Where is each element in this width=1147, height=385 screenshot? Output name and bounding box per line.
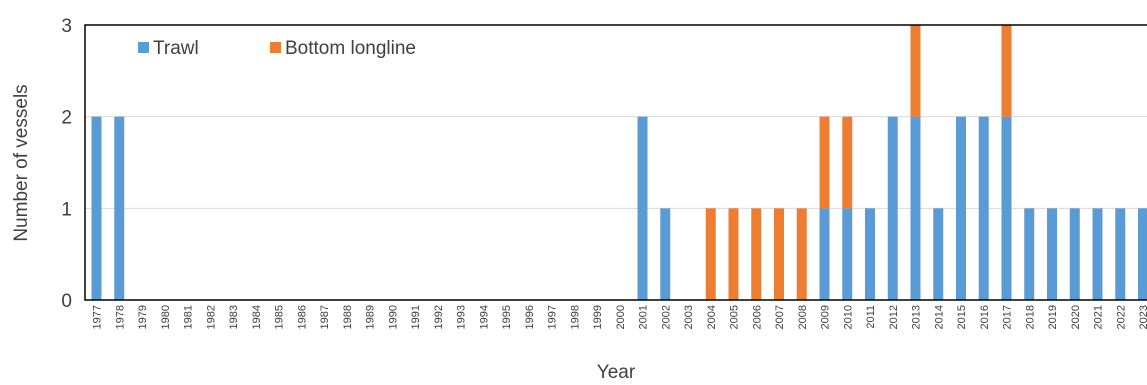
bar-trawl-2023	[1138, 208, 1147, 300]
x-tick-label: 1992	[433, 305, 445, 329]
bar-trawl-2020	[1069, 208, 1080, 300]
x-tick-label: 2022	[1115, 305, 1127, 329]
bar-bottom-longline-2017	[1001, 25, 1012, 117]
bar-trawl-2021	[1092, 208, 1103, 300]
bar-trawl-2016	[978, 116, 989, 301]
x-tick-label: 1991	[410, 305, 422, 329]
x-tick-label: 1979	[137, 305, 149, 329]
x-tick-label: 2012	[888, 305, 900, 329]
legend-swatch	[270, 42, 281, 53]
x-tick-labels: 1977 1978 1979 1980 1981 1982 1983 1984 1985 1986…	[92, 305, 1147, 329]
x-tick-label: 1985	[274, 305, 286, 329]
x-tick-label: 2014	[933, 305, 945, 329]
x-tick-label: 2006	[751, 305, 763, 329]
x-tick-label: 2002	[660, 305, 672, 329]
bar-trawl-2019	[1047, 208, 1057, 300]
bar-bottom-longline-2013	[910, 25, 921, 117]
bar-trawl-2013	[910, 116, 921, 301]
x-tick-label: 2001	[638, 305, 650, 329]
x-tick-label: 2021	[1093, 305, 1105, 329]
bar-trawl-2002	[660, 208, 671, 300]
x-axis-title: Year	[597, 362, 636, 383]
x-tick-label: 1982	[205, 305, 217, 329]
bar-trawl-2012	[887, 116, 898, 301]
bar-trawl-2015	[956, 116, 966, 301]
bar-trawl-2022	[1115, 208, 1126, 300]
x-tick-label: 1995	[501, 305, 513, 329]
bar-trawl-2001	[637, 116, 648, 301]
x-tick-label: 2008	[797, 305, 809, 329]
bar-bottom-longline-2008	[796, 208, 807, 300]
x-tick-label: 2010	[842, 305, 854, 329]
bar-trawl-2009	[819, 208, 830, 300]
legend-label: Bottom longline	[285, 38, 416, 59]
bar-bottom-longline-2007	[774, 208, 784, 300]
x-tick-label: 2000	[615, 305, 627, 329]
x-tick-label: 1993	[456, 305, 468, 329]
bar-bottom-longline-2005	[728, 208, 739, 300]
x-tick-label: 1996	[524, 305, 536, 329]
bar-trawl-2017	[1001, 116, 1012, 301]
x-tick-label: 2016	[979, 305, 991, 329]
bars	[91, 25, 1147, 301]
x-tick-label: 2009	[820, 305, 832, 329]
x-tick-label: 1994	[478, 305, 490, 329]
x-tick-label: 1980	[160, 305, 172, 329]
x-tick-label: 2015	[956, 305, 968, 329]
bar-bottom-longline-2006	[751, 208, 762, 300]
bar-bottom-longline-2010	[842, 116, 853, 209]
x-tick-label: 2023	[1138, 305, 1147, 329]
legend-swatch	[138, 42, 149, 53]
bar-trawl-2011	[865, 208, 875, 300]
x-tick-label: 1986	[296, 305, 308, 329]
plot-frame	[84, 24, 1147, 301]
x-tick-label: 1988	[342, 305, 354, 329]
legend-label: Trawl	[153, 38, 199, 59]
x-tick-label: 2007	[774, 305, 786, 329]
bar-trawl-2018	[1024, 208, 1035, 300]
x-tick-label: 1989	[365, 305, 377, 329]
gridlines	[85, 116, 1147, 209]
y-axis-title: Number of vessels	[11, 84, 32, 241]
x-tick-label: 2018	[1024, 305, 1036, 329]
x-tick-label: 1997	[547, 305, 559, 329]
x-tick-label: 1977	[92, 305, 104, 329]
x-tick-label: 1983	[228, 305, 240, 329]
bar-bottom-longline-2004	[705, 208, 716, 300]
x-tick-label: 2005	[729, 305, 741, 329]
legend: Trawl Bottom longline	[138, 38, 416, 59]
x-tick-label: 2003	[683, 305, 695, 329]
x-tick-label: 2004	[706, 305, 718, 329]
y-tick-label: 2	[61, 108, 72, 129]
x-tick-label: 2019	[1047, 305, 1059, 329]
y-tick-label: 1	[61, 199, 72, 220]
bar-bottom-longline-2009	[819, 116, 830, 209]
y-tick-label: 0	[61, 291, 72, 312]
x-tick-label: 1999	[592, 305, 604, 329]
x-tick-label: 1998	[569, 305, 581, 329]
x-tick-label: 2011	[865, 305, 877, 329]
x-tick-label: 1978	[114, 305, 126, 329]
x-tick-label: 1987	[319, 305, 331, 329]
bar-trawl-1977	[91, 116, 102, 301]
bar-trawl-2010	[842, 208, 853, 300]
plot-border	[84, 24, 1147, 301]
bar-trawl-2014	[933, 208, 944, 300]
x-tick-label: 2017	[1002, 305, 1014, 329]
y-tick-labels: 0 1 2 3	[61, 16, 72, 312]
y-tick-label: 3	[61, 16, 72, 37]
x-tick-label: 1990	[387, 305, 399, 329]
x-tick-label: 1981	[183, 305, 195, 329]
x-tick-label: 1984	[251, 305, 263, 329]
x-tick-label: 2013	[911, 305, 923, 329]
bar-trawl-1978	[114, 116, 125, 301]
x-tick-label: 2020	[1070, 305, 1082, 329]
